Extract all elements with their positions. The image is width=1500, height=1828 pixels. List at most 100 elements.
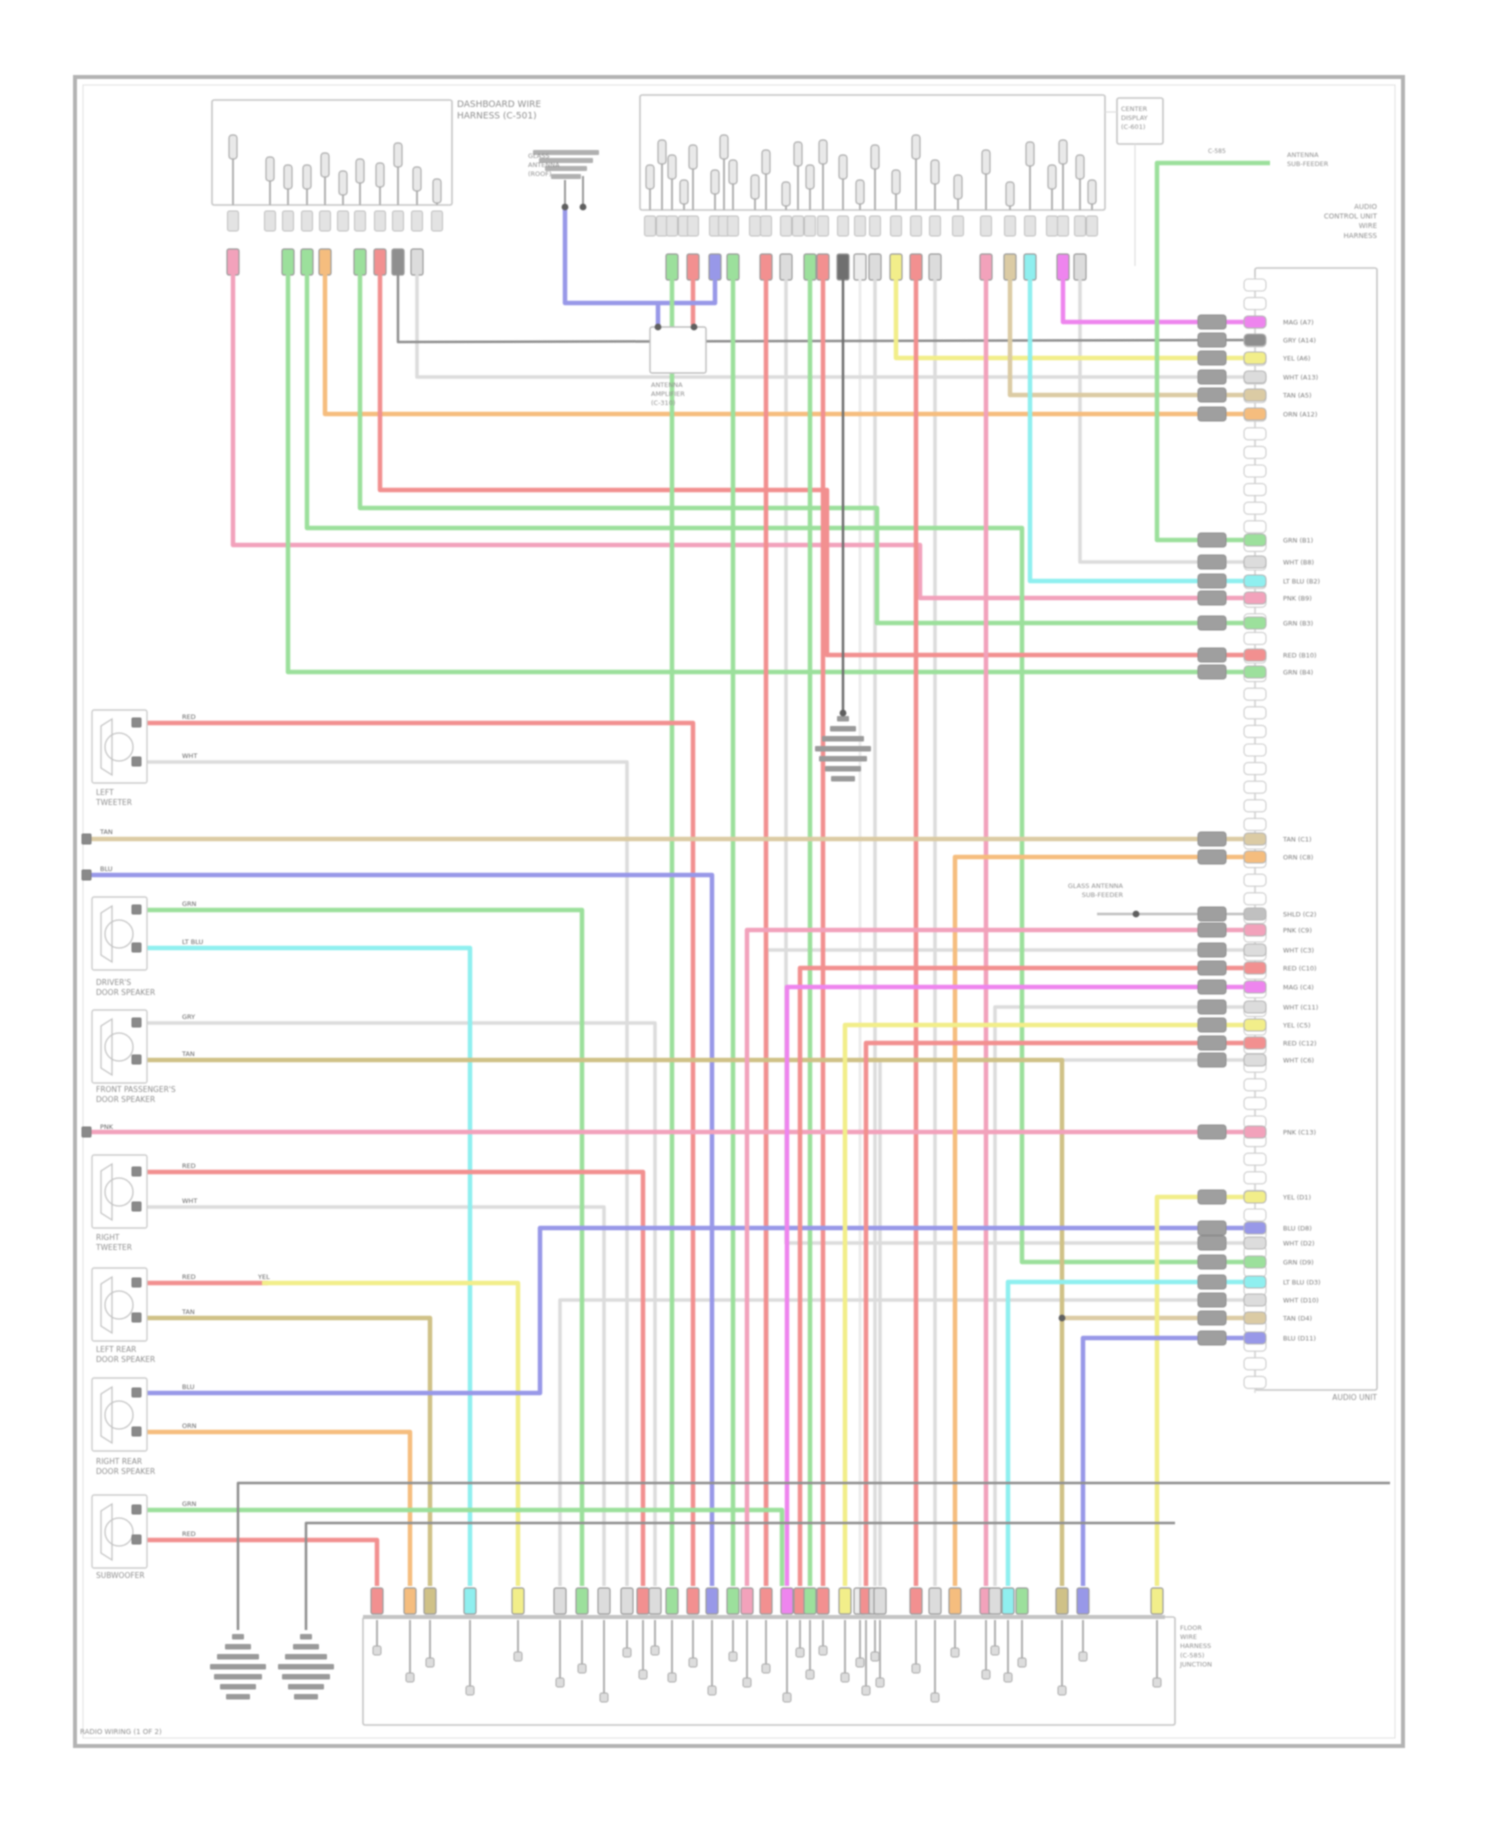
bus-pin-label: RED (C12) <box>1283 1040 1317 1048</box>
connector-pad <box>1086 215 1098 237</box>
wire <box>236 1481 1390 1630</box>
connector-pad <box>431 210 443 232</box>
wire <box>304 266 1250 1265</box>
wire <box>322 266 1250 417</box>
bus-pin-label: BLU (D8) <box>1283 1225 1312 1233</box>
diagram-label: (C-585) <box>1180 1651 1204 1659</box>
harness-stub-pad <box>81 1126 92 1138</box>
connector-pad <box>1197 573 1227 589</box>
connector-pin <box>805 164 815 190</box>
ground-bar <box>278 1664 334 1670</box>
speaker-component <box>91 896 148 971</box>
ladder-pin-active <box>1243 315 1267 329</box>
bus-pin-label: SHLD (C2) <box>1283 911 1316 919</box>
connector-pin <box>855 179 865 205</box>
connector-pad <box>817 215 829 237</box>
antenna-bar <box>533 150 599 155</box>
bus-pin-label: LT BLU (B2) <box>1283 578 1320 586</box>
ground-bar <box>214 1674 262 1680</box>
connector-pad <box>374 210 386 232</box>
bus-pin-label: GRY (A14) <box>1283 337 1316 345</box>
bus-pin-label: RED (B10) <box>1283 652 1317 660</box>
strip-stub-pad <box>990 1645 1000 1656</box>
ladder-pin-active <box>1243 1053 1267 1067</box>
diagram-label: AUDIO UNIT <box>1332 1393 1377 1402</box>
connector-pin <box>265 156 275 182</box>
ladder-pin-active <box>1243 555 1267 569</box>
fuse-box-pins <box>226 134 443 276</box>
ladder-pin-active <box>1243 1293 1267 1307</box>
speaker-terminal <box>131 904 142 915</box>
speaker-cone <box>100 1275 113 1335</box>
inner-border <box>82 84 1396 1739</box>
ladder-pin <box>1243 743 1267 757</box>
wire-color-tag: RED <box>182 1162 196 1170</box>
ladder-pin-active <box>1243 1221 1267 1235</box>
bus-pin-label: ORN (A12) <box>1283 411 1317 419</box>
connector-pad <box>1197 849 1227 865</box>
ladder-pin-active <box>1243 1255 1267 1269</box>
connector-pad <box>553 1587 567 1615</box>
strip-stub-pad <box>372 1645 382 1656</box>
connector-pad <box>1197 922 1227 938</box>
diagram-label: WIRE <box>1180 1633 1197 1641</box>
bus-pin-label: BLU (D11) <box>1283 1335 1316 1343</box>
connector-pad <box>792 215 804 237</box>
harness-stub-pad <box>81 833 92 845</box>
diagram-label: SUB-FEEDER <box>1082 891 1124 899</box>
bus-pin-label: MAG (C4) <box>1283 984 1314 992</box>
speaker-terminal <box>131 1387 142 1398</box>
ground-bar <box>285 1654 327 1660</box>
connector-pin <box>320 152 330 178</box>
wire <box>1078 270 1250 564</box>
wire <box>863 1040 1250 1586</box>
bus-pin-label: WHT (C6) <box>1283 1057 1314 1065</box>
connector-pin <box>302 164 312 190</box>
connector-pad <box>665 1587 679 1615</box>
wire <box>415 266 1250 379</box>
wire <box>88 872 715 1586</box>
junction-dot <box>561 203 569 211</box>
connector-pin <box>645 164 655 190</box>
wire-color-tag: GRN <box>182 900 197 908</box>
diagram-label: HARNESS (C-501) <box>457 112 537 122</box>
wire-color-tag: TAN <box>181 1050 195 1058</box>
wire-color-tag: WHT <box>182 1197 197 1205</box>
ground-bar <box>232 1634 244 1640</box>
connector-pad <box>1057 215 1069 237</box>
diagram-label: GLASS ANTENNA <box>1068 882 1124 890</box>
connector-pad <box>511 1587 525 1615</box>
strip-stub-pad <box>667 1672 677 1683</box>
connector-pad <box>597 1587 611 1615</box>
diagram-label: CONTROL UNIT <box>1324 213 1378 221</box>
strip-stub-pad <box>599 1692 609 1703</box>
speaker-terminal <box>131 1277 142 1288</box>
strip-stub-pad <box>707 1685 717 1696</box>
speaker-terminal <box>131 1201 142 1212</box>
ladder-pin <box>1243 631 1267 645</box>
connector-pad <box>392 210 404 232</box>
junction-dot <box>579 203 587 211</box>
bus-pin-label: TAN (A5) <box>1282 392 1312 400</box>
ladder-pin <box>1243 1152 1267 1166</box>
diagram-label: (C-310) <box>651 399 675 407</box>
bus-pin-label: WHT (C3) <box>1283 947 1314 955</box>
wire <box>137 720 696 1586</box>
connector-pad <box>1046 215 1058 237</box>
connector-pad <box>1074 215 1086 237</box>
ground-bar <box>293 1644 319 1650</box>
speaker-coil <box>104 1032 134 1062</box>
connector-pad <box>687 215 699 237</box>
ground-bar <box>226 1694 250 1700</box>
speaker-coil <box>104 1177 134 1207</box>
antenna-bar <box>545 166 587 171</box>
ladder-pin-active <box>1243 1236 1267 1250</box>
connector-pad <box>301 210 313 232</box>
diagram-label: TWEETER <box>95 798 132 807</box>
diagram-label: DISPLAY <box>1121 114 1148 122</box>
diagram-label: LEFT REAR <box>96 1345 136 1354</box>
speaker-coil <box>104 919 134 949</box>
connector-pad <box>575 1587 589 1615</box>
wire <box>137 1021 657 1586</box>
bus-pin-label: TAN (D4) <box>1282 1315 1312 1323</box>
